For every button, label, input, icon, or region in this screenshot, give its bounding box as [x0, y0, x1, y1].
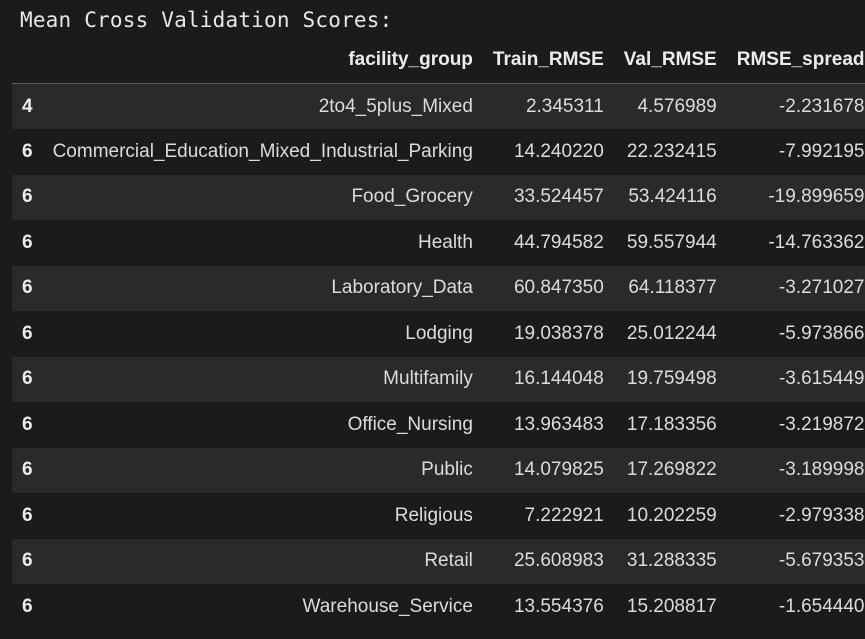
row-index: 6 [22, 231, 33, 253]
column-header-train-rmse: Train_RMSE [482, 37, 614, 84]
row-index: 6 [22, 277, 33, 299]
train-rmse-cell: 13.554376 [513, 595, 604, 617]
row-index: 6 [22, 322, 33, 344]
table-row: 6 Laboratory_Data 60.847350 64.118377 -3.271… [12, 265, 865, 311]
column-header-val-rmse: Val_RMSE [613, 37, 727, 84]
facility-group-cell: Retail [424, 550, 473, 572]
table-row: 6 Religious 7.222921 10.202259 -2.979338 [12, 493, 865, 539]
facility-group-cell: 2to4_5plus_Mixed [318, 95, 473, 117]
val-rmse-cell: 22.232415 [626, 140, 717, 162]
train-rmse-cell: 7.222921 [524, 504, 604, 526]
train-rmse-cell: 13.963483 [513, 413, 604, 435]
facility-group-cell: Religious [394, 504, 473, 526]
column-header-rmse-spread: RMSE_spread [726, 37, 865, 84]
table-row: 6 Multifamily 16.144048 19.759498 -3.615449 [12, 356, 865, 402]
table-row: 4 2to4_5plus_Mixed 2.345311 4.576989 -2.2316… [12, 83, 865, 129]
val-rmse-cell: 17.269822 [626, 459, 717, 481]
row-index: 4 [22, 95, 33, 117]
table-header: facility_group Train_RMSE Val_RMSE RMSE_… [12, 37, 865, 84]
rmse-spread-cell: -3.271027 [778, 277, 865, 299]
facility-group-cell: Food_Grocery [351, 186, 473, 208]
train-rmse-cell: 25.608983 [513, 550, 604, 572]
table-row: 6 Retail 25.608983 31.288335 -5.679353 [12, 538, 865, 584]
rmse-spread-cell: -3.219872 [778, 413, 865, 435]
rmse-spread-cell: -2.231678 [778, 95, 865, 117]
train-rmse-cell: 60.847350 [513, 277, 604, 299]
train-rmse-cell: 44.794582 [513, 231, 604, 253]
row-index: 6 [22, 504, 33, 526]
table-row: 6 Public 14.079825 17.269822 -3.189998 [12, 447, 865, 493]
rmse-spread-cell: -5.679353 [778, 550, 865, 572]
table-row: 6 Health 44.794582 59.557944 -14.763362 [12, 220, 865, 266]
row-index: 6 [22, 459, 33, 481]
row-index: 6 [22, 550, 33, 572]
train-rmse-cell: 2.345311 [525, 95, 604, 117]
table-row: 6 Commercial_Education_Mixed_Industrial_P… [12, 129, 865, 175]
val-rmse-cell: 59.557944 [626, 231, 717, 253]
train-rmse-cell: 19.038378 [513, 322, 604, 344]
facility-group-cell: Health [417, 231, 473, 253]
table-row: 6 Lodging 19.038378 25.012244 -5.973866 [12, 311, 865, 357]
rmse-spread-cell: -7.992195 [778, 140, 865, 162]
header-row: facility_group Train_RMSE Val_RMSE RMSE_… [12, 37, 865, 84]
train-rmse-cell: 16.144048 [513, 368, 604, 390]
row-index: 6 [22, 595, 33, 617]
row-index: 6 [22, 368, 33, 390]
rmse-spread-cell: -19.899659 [768, 186, 865, 208]
val-rmse-cell: 15.208817 [626, 595, 717, 617]
column-header-facility-group: facility_group [42, 37, 483, 84]
val-rmse-cell: 53.424116 [628, 186, 717, 208]
val-rmse-cell: 64.118377 [628, 277, 717, 299]
val-rmse-cell: 17.183356 [626, 413, 717, 435]
val-rmse-cell: 25.012244 [626, 322, 717, 344]
facility-group-cell: Laboratory_Data [331, 277, 473, 299]
rmse-spread-cell: -1.654440 [778, 595, 865, 617]
cv-scores-table: facility_group Train_RMSE Val_RMSE RMSE_… [12, 37, 865, 630]
val-rmse-cell: 10.202259 [626, 504, 717, 526]
facility-group-cell: Commercial_Education_Mixed_Industrial_Pa… [52, 140, 473, 162]
train-rmse-cell: 14.079825 [513, 459, 604, 481]
row-index: 6 [22, 140, 33, 162]
train-rmse-cell: 33.524457 [513, 186, 604, 208]
facility-group-cell: Office_Nursing [347, 413, 473, 435]
facility-group-cell: Warehouse_Service [302, 595, 473, 617]
table-body: 4 2to4_5plus_Mixed 2.345311 4.576989 -2.2316… [12, 83, 865, 630]
row-index: 6 [22, 413, 33, 435]
rmse-spread-cell: -3.189998 [778, 459, 865, 481]
val-rmse-cell: 4.576989 [637, 95, 717, 117]
table-row: 6 Food_Grocery 33.524457 53.424116 -19.89965… [12, 174, 865, 220]
facility-group-cell: Public [421, 459, 473, 481]
index-header [12, 37, 43, 84]
val-rmse-cell: 31.288335 [626, 550, 717, 572]
rmse-spread-cell: -3.615449 [778, 368, 865, 390]
rmse-spread-cell: -2.979338 [778, 504, 865, 526]
val-rmse-cell: 19.759498 [626, 368, 717, 390]
output-heading: Mean Cross Validation Scores: [20, 8, 393, 32]
rmse-spread-cell: -5.973866 [778, 322, 865, 344]
train-rmse-cell: 14.240220 [513, 140, 604, 162]
facility-group-cell: Lodging [405, 322, 473, 344]
facility-group-cell: Multifamily [383, 368, 473, 390]
rmse-spread-cell: -14.763362 [768, 231, 865, 253]
table-row: 6 Warehouse_Service 13.554376 15.208817 -1.6… [12, 584, 865, 630]
row-index: 6 [22, 186, 33, 208]
table-row: 6 Office_Nursing 13.963483 17.183356 -3.2198… [12, 402, 865, 448]
